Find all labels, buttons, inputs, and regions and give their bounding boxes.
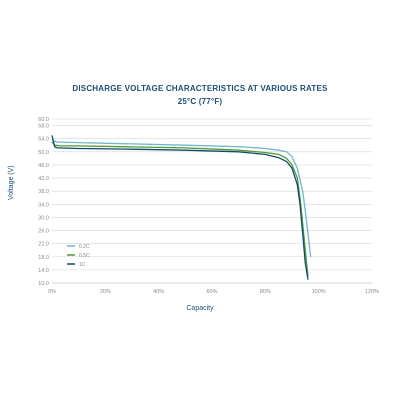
legend-label: 1C <box>79 262 86 268</box>
chart-title: DISCHARGE VOLTAGE CHARACTERISTICS AT VAR… <box>72 84 328 93</box>
x-tick-label: 80% <box>260 289 271 295</box>
y-tick-label: 22.0 <box>38 242 49 248</box>
y-tick-label: 38.0 <box>38 189 49 195</box>
y-tick-label: 18.0 <box>38 255 49 261</box>
series-line-0.2C <box>51 139 312 257</box>
series-line-1C <box>51 135 309 280</box>
legend-label: 0.5C <box>79 253 90 259</box>
x-tick-label: 20% <box>100 289 111 295</box>
y-tick-label: 14.0 <box>38 268 49 274</box>
y-tick-label: 58.0 <box>38 124 49 130</box>
y-tick-label: 50.0 <box>38 150 49 156</box>
y-tick-label: 46.0 <box>38 163 49 169</box>
x-tick-label: 100% <box>312 289 326 295</box>
y-tick-label: 42.0 <box>38 176 49 182</box>
y-tick-label: 10.0 <box>38 281 49 287</box>
x-tick-label: 120% <box>365 289 379 295</box>
y-tick-label: 54.0 <box>38 137 49 143</box>
x-tick-label: 40% <box>153 289 164 295</box>
legend-label: 0.2C <box>79 244 90 250</box>
y-tick-label: 30.0 <box>38 215 49 221</box>
y-tick-label: 26.0 <box>38 229 49 235</box>
x-axis-label: Capacity <box>186 305 214 312</box>
x-tick-label: 0% <box>48 289 56 295</box>
x-tick-label: 60% <box>206 289 217 295</box>
y-tick-label: 60.0 <box>38 117 49 123</box>
series-line-0.5C <box>51 141 309 277</box>
chart-subtitle: 25°C (77°F) <box>177 97 223 106</box>
y-tick-label: 34.0 <box>38 202 49 208</box>
